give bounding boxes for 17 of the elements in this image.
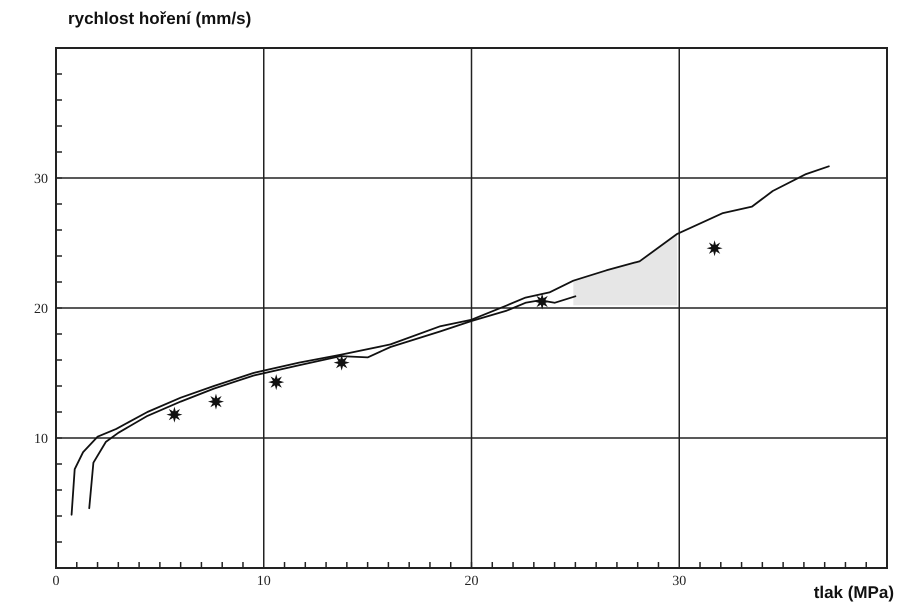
y-tick-label: 30 <box>34 172 48 187</box>
x-tick-label: 20 <box>464 574 478 589</box>
y-tick-label: 10 <box>34 432 48 447</box>
y-axis-title: rychlost hoření (mm/s) <box>68 9 252 28</box>
x-axis-title: tlak (MPa) <box>814 583 894 602</box>
point <box>166 406 182 423</box>
point <box>706 240 723 256</box>
line-series <box>70 165 830 516</box>
x-tick-label: 0 <box>52 574 60 589</box>
point <box>534 294 550 310</box>
x-tick-label: 10 <box>256 574 271 589</box>
line-series <box>88 295 576 510</box>
x-tick-label: 30 <box>672 574 686 589</box>
y-tick-label: 20 <box>34 302 48 317</box>
point <box>208 394 224 410</box>
point <box>334 354 350 371</box>
point <box>268 374 284 390</box>
